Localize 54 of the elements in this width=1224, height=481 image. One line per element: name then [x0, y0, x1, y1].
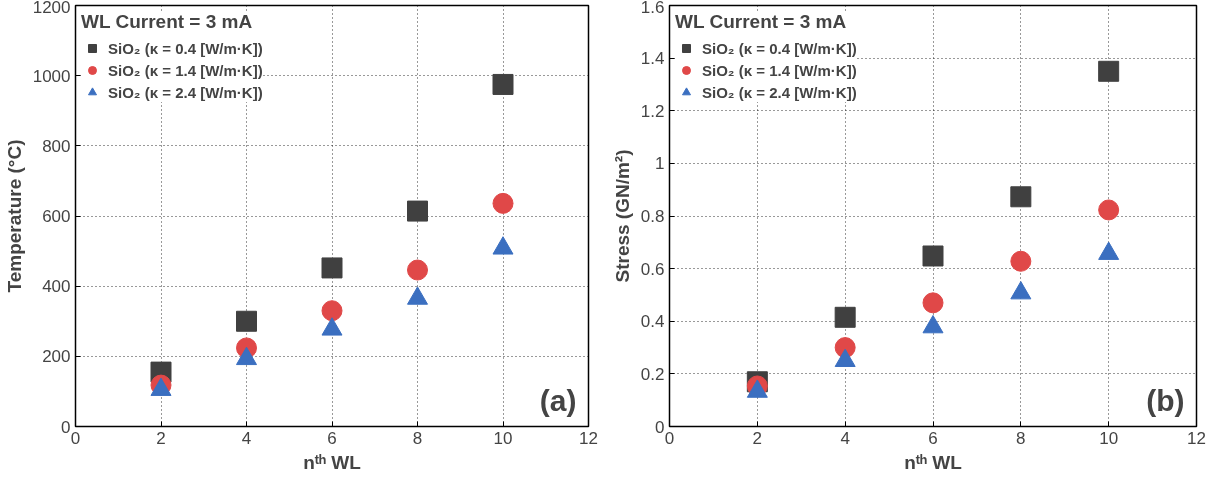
- y-tick-label: 0.4: [640, 312, 665, 332]
- x-axis-title: nᵗʰ WL: [303, 451, 362, 473]
- point: [1010, 186, 1032, 208]
- x-tick-label: 8: [1016, 428, 1026, 448]
- point: [492, 73, 514, 95]
- point: [321, 257, 343, 279]
- x-tick-label: 10: [1099, 428, 1119, 448]
- point: [922, 245, 944, 267]
- y-tick-label: 800: [42, 136, 71, 156]
- legend-title: WL Current = 3 mA: [675, 11, 848, 33]
- y-tick-label: 1200: [32, 0, 71, 17]
- annotation: (a): [539, 383, 577, 417]
- x-tick-label: 4: [840, 428, 850, 448]
- y-axis-title: Temperature (°C): [3, 139, 25, 293]
- x-tick-label: 8: [412, 428, 423, 448]
- y-tick-label: 1000: [32, 66, 71, 86]
- y-axis-title: Stress (GN/m²): [611, 149, 633, 283]
- y-tick-label: 1.4: [640, 49, 665, 69]
- x-tick-label: 10: [493, 428, 513, 448]
- point: [1010, 250, 1032, 272]
- y-tick-label: 1.2: [640, 101, 665, 121]
- x-axis-title: nᵗʰ WL: [904, 451, 963, 473]
- legend-label: SiO₂ (κ = 0.4 [W/m·K]): [702, 39, 857, 57]
- point: [1098, 60, 1120, 82]
- legend-label: SiO₂ (κ = 0.4 [W/m·K]): [108, 39, 263, 57]
- y-tick-label: 200: [42, 347, 71, 367]
- y-tick-label: 400: [42, 277, 71, 297]
- point: [492, 192, 514, 214]
- point: [236, 310, 257, 332]
- y-tick-label: 0.6: [640, 259, 665, 279]
- point: [1098, 199, 1120, 221]
- y-tick-label: 1: [655, 154, 665, 174]
- y-tick-label: 0.8: [640, 207, 665, 226]
- x-tick-label: 6: [327, 428, 337, 448]
- legend-label: SiO₂ (κ = 2.4 [W/m·K]): [702, 83, 857, 101]
- x-tick-label: 12: [579, 428, 598, 448]
- legend-label: SiO₂ (κ = 1.4 [W/m·K]): [702, 61, 857, 79]
- x-tick-label: 4: [241, 428, 252, 448]
- y-tick-label: 0.2: [640, 364, 665, 384]
- point: [407, 259, 428, 281]
- y-tick-label: 600: [42, 207, 71, 226]
- legend-label: SiO₂ (κ = 1.4 [W/m·K]): [108, 61, 263, 79]
- legend-title: WL Current = 3 mA: [81, 11, 254, 33]
- x-tick-label: 12: [1187, 428, 1206, 448]
- x-tick-label: 2: [156, 428, 166, 448]
- x-tick-label: 2: [752, 428, 763, 448]
- legend-label: SiO₂ (κ = 2.4 [W/m·K]): [108, 83, 263, 101]
- point: [922, 292, 944, 314]
- point: [834, 306, 856, 328]
- point: [407, 200, 428, 222]
- annotation: (b): [1146, 383, 1185, 417]
- x-tick-label: 6: [928, 428, 938, 448]
- y-tick-label: 1.6: [640, 0, 665, 17]
- point: [321, 300, 343, 322]
